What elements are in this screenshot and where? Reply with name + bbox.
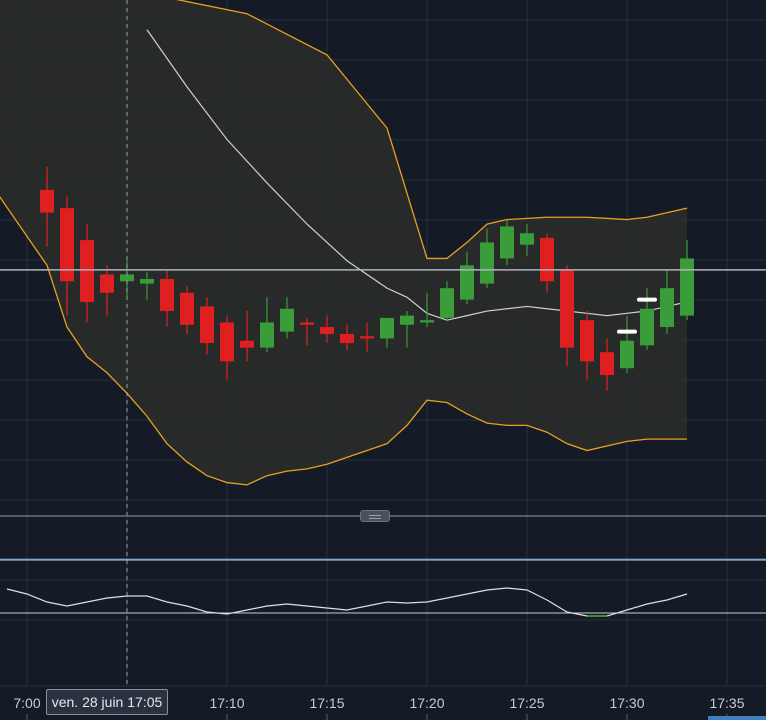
bearish-candle[interactable] bbox=[600, 338, 614, 392]
bearish-candle[interactable] bbox=[60, 196, 74, 316]
bearish-candle[interactable] bbox=[360, 322, 374, 353]
crosshair-time-text: ven. 28 juin 17:05 bbox=[51, 694, 163, 710]
time-tick-label: 17:25 bbox=[509, 695, 544, 711]
candle-body bbox=[360, 336, 374, 339]
bullish-candle[interactable] bbox=[440, 281, 454, 321]
candle-body bbox=[100, 274, 114, 293]
candle-body bbox=[320, 327, 334, 334]
bearish-candle[interactable] bbox=[300, 317, 314, 346]
candle-body bbox=[540, 237, 554, 282]
bearish-candle[interactable] bbox=[580, 311, 594, 380]
bearish-candle[interactable] bbox=[200, 297, 214, 355]
time-tick-label: 17:10 bbox=[209, 695, 244, 711]
trade-markers[interactable] bbox=[617, 297, 657, 334]
candle-body bbox=[200, 306, 214, 344]
candle-body bbox=[660, 288, 674, 328]
bollinger-middle-line bbox=[146, 29, 688, 321]
candle-body bbox=[40, 189, 54, 213]
bullish-candle[interactable] bbox=[460, 251, 474, 305]
candle-body bbox=[220, 322, 234, 362]
candle-body bbox=[580, 320, 594, 362]
candle-body bbox=[140, 279, 154, 284]
candle-body bbox=[260, 322, 274, 348]
indicator-lines bbox=[0, 0, 688, 486]
bullish-candle[interactable] bbox=[380, 317, 394, 348]
bullish-candle[interactable] bbox=[140, 272, 154, 300]
bullish-candle[interactable] bbox=[620, 315, 634, 373]
oscillator-pane[interactable] bbox=[0, 559, 766, 617]
bullish-candle[interactable] bbox=[260, 297, 274, 353]
pane-resize-handle[interactable] bbox=[360, 510, 390, 522]
trade-marker[interactable] bbox=[617, 329, 637, 334]
time-axis-accent bbox=[708, 716, 766, 720]
bullish-candle[interactable] bbox=[400, 311, 414, 348]
candle-body bbox=[520, 233, 534, 245]
bullish-candle[interactable] bbox=[280, 297, 294, 339]
bullish-candle[interactable] bbox=[500, 219, 514, 266]
bullish-candle[interactable] bbox=[480, 228, 494, 289]
candle-body bbox=[380, 317, 394, 339]
bearish-candle[interactable] bbox=[560, 265, 574, 366]
candle-body bbox=[280, 308, 294, 332]
trade-marker[interactable] bbox=[637, 297, 657, 302]
oscillator-line bbox=[6, 587, 688, 617]
candle-body bbox=[300, 322, 314, 325]
candle-body bbox=[60, 208, 74, 282]
bollinger-upper-line bbox=[175, 0, 688, 260]
candle-body bbox=[420, 320, 434, 323]
candle-body bbox=[640, 308, 654, 346]
time-tick-label: 17:20 bbox=[409, 695, 444, 711]
time-tick-label: 17:30 bbox=[609, 695, 644, 711]
candle-body bbox=[80, 240, 94, 302]
bearish-candle[interactable] bbox=[40, 166, 54, 247]
bearish-candle[interactable] bbox=[320, 315, 334, 344]
candle-body bbox=[600, 352, 614, 376]
time-tick-label: 17:15 bbox=[309, 695, 344, 711]
bearish-candle[interactable] bbox=[100, 265, 114, 316]
candle-body bbox=[160, 279, 174, 312]
candle-body bbox=[480, 242, 494, 284]
bollinger-band-fill bbox=[0, 0, 687, 485]
bullish-candle[interactable] bbox=[680, 240, 694, 321]
candlestick-series[interactable] bbox=[40, 166, 694, 392]
bearish-candle[interactable] bbox=[240, 311, 254, 362]
bearish-candle[interactable] bbox=[160, 269, 174, 328]
bearish-candle[interactable] bbox=[340, 324, 354, 350]
candle-body bbox=[240, 340, 254, 348]
bearish-candle[interactable] bbox=[80, 224, 94, 323]
bullish-candle[interactable] bbox=[660, 269, 674, 334]
time-tick-label: 7:00 bbox=[13, 695, 40, 711]
candle-body bbox=[340, 333, 354, 344]
bearish-candle[interactable] bbox=[180, 285, 194, 334]
candle-body bbox=[440, 288, 454, 318]
candle-body bbox=[460, 265, 474, 300]
time-axis[interactable]: 7:00 17:10 17:15 17:20 17:25 17:30 17:35 bbox=[0, 685, 766, 720]
time-tick-label: 17:35 bbox=[709, 695, 744, 711]
candle-body bbox=[180, 292, 194, 325]
candle-body bbox=[400, 315, 414, 325]
bearish-candle[interactable] bbox=[220, 315, 234, 380]
candle-body bbox=[560, 269, 574, 348]
candle-body bbox=[680, 258, 694, 316]
candle-body bbox=[120, 274, 134, 282]
candle-body bbox=[620, 340, 634, 369]
bollinger-lower-line bbox=[0, 196, 687, 486]
crosshair-time-label: ven. 28 juin 17:05 bbox=[46, 689, 168, 715]
bullish-candle[interactable] bbox=[520, 224, 534, 257]
bollinger-band-area bbox=[0, 0, 687, 485]
candle-body bbox=[500, 226, 514, 259]
bullish-candle[interactable] bbox=[420, 292, 434, 328]
